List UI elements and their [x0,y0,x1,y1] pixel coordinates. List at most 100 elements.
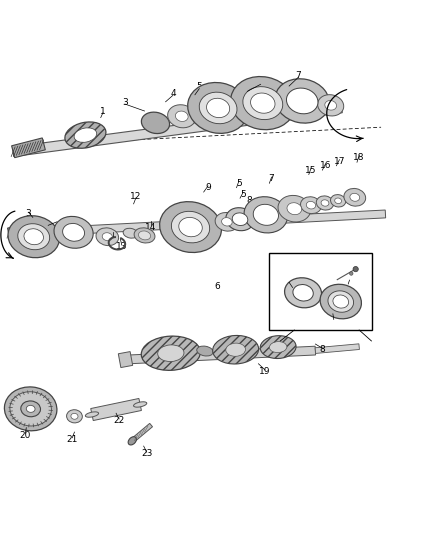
Text: 14: 14 [145,223,157,231]
Circle shape [353,266,358,272]
Ellipse shape [102,233,113,241]
Text: 15: 15 [305,166,317,175]
Ellipse shape [10,392,51,426]
Ellipse shape [85,412,99,417]
Circle shape [350,272,353,275]
Ellipse shape [320,284,361,319]
Ellipse shape [128,437,136,445]
Text: 5: 5 [236,179,242,188]
Ellipse shape [63,223,85,241]
Ellipse shape [318,95,344,116]
Ellipse shape [21,401,40,417]
Text: 26: 26 [344,277,355,286]
Ellipse shape [65,122,106,148]
Ellipse shape [141,336,200,370]
Ellipse shape [287,203,302,215]
Text: 11: 11 [107,233,119,243]
Ellipse shape [207,98,230,118]
Text: 18: 18 [353,152,365,161]
Text: 4: 4 [170,89,176,98]
Ellipse shape [350,193,360,201]
Polygon shape [12,138,45,158]
Ellipse shape [197,346,213,356]
Ellipse shape [123,228,138,238]
Ellipse shape [4,387,57,431]
Ellipse shape [243,87,283,119]
Ellipse shape [300,197,321,214]
Ellipse shape [168,105,196,128]
Ellipse shape [187,83,249,133]
Ellipse shape [24,229,43,245]
Ellipse shape [18,224,49,250]
Ellipse shape [54,216,93,248]
Polygon shape [13,103,342,157]
Text: 25: 25 [328,317,339,326]
Ellipse shape [199,92,237,124]
Ellipse shape [278,196,311,222]
Ellipse shape [134,402,147,407]
Ellipse shape [285,278,321,308]
Ellipse shape [158,345,184,361]
Text: 13: 13 [116,243,127,251]
Text: 20: 20 [20,431,31,440]
Text: 24: 24 [283,279,295,288]
Ellipse shape [226,208,254,231]
Ellipse shape [275,79,329,123]
Ellipse shape [222,217,232,226]
Polygon shape [131,423,152,442]
Polygon shape [120,346,315,364]
Ellipse shape [325,101,336,110]
Ellipse shape [134,228,155,243]
Ellipse shape [171,211,210,243]
Ellipse shape [253,204,279,225]
Text: 12: 12 [130,192,141,201]
Ellipse shape [335,198,342,204]
Text: 10: 10 [42,223,54,231]
Text: 23: 23 [141,449,152,458]
Ellipse shape [74,128,97,142]
Ellipse shape [232,213,248,225]
Ellipse shape [316,196,334,210]
Ellipse shape [159,201,222,253]
Ellipse shape [260,336,296,359]
Text: 17: 17 [334,157,345,166]
Text: 5: 5 [196,83,202,92]
Polygon shape [9,210,385,238]
Ellipse shape [96,228,119,246]
Polygon shape [315,344,360,353]
Text: 5: 5 [240,190,246,199]
Ellipse shape [251,93,275,113]
Ellipse shape [328,291,353,312]
Polygon shape [7,222,36,239]
Ellipse shape [231,77,295,130]
Ellipse shape [175,111,188,122]
Text: 6: 6 [258,78,264,87]
Ellipse shape [179,217,202,237]
Ellipse shape [286,88,318,114]
Ellipse shape [244,197,288,233]
Ellipse shape [215,213,239,231]
Text: 9: 9 [205,183,211,192]
Ellipse shape [321,200,329,206]
Ellipse shape [138,231,151,240]
Text: 6: 6 [214,282,220,290]
Ellipse shape [306,201,316,209]
Polygon shape [91,399,141,421]
Ellipse shape [67,410,82,423]
Ellipse shape [213,335,258,364]
Ellipse shape [331,195,346,207]
Ellipse shape [141,112,170,134]
Ellipse shape [26,405,35,413]
Text: 3: 3 [122,98,128,107]
Ellipse shape [8,216,60,257]
Ellipse shape [269,342,287,352]
Text: 8: 8 [247,196,253,205]
Polygon shape [118,352,133,368]
Text: 1: 1 [100,107,106,116]
Ellipse shape [71,413,78,419]
Text: 8: 8 [319,345,325,354]
FancyBboxPatch shape [269,253,372,330]
Text: 7: 7 [295,71,301,80]
Text: 21: 21 [67,435,78,444]
Text: 22: 22 [113,416,125,425]
